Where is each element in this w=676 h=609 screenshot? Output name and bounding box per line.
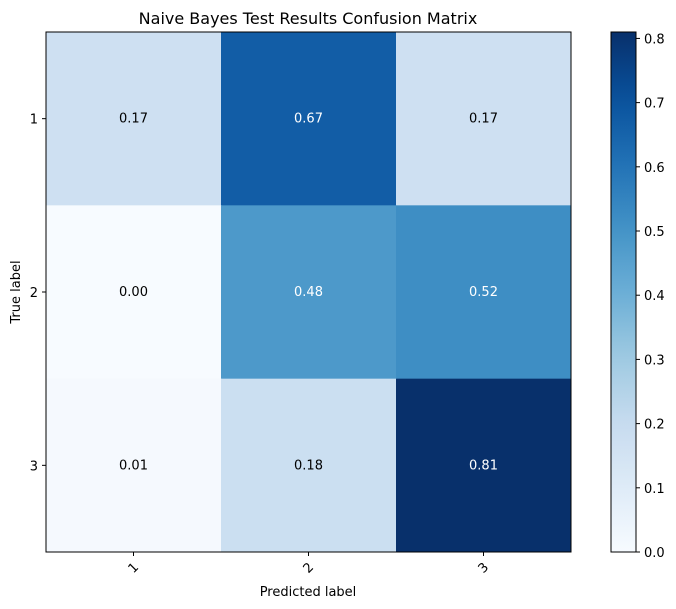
colorbar-tick-label: 0.1: [644, 482, 665, 497]
colorbar-tick-label: 0.5: [644, 225, 665, 240]
heatmap-cell: [221, 32, 397, 206]
x-tick-label: 2: [301, 560, 317, 576]
heatmap-cell: [221, 378, 397, 553]
heatmap-cell: [396, 32, 572, 206]
y-tick-label: 2: [30, 286, 38, 301]
heatmap-cells: [46, 32, 572, 553]
cell-value-label: 0.17: [119, 112, 148, 127]
cell-value-label: 0.17: [469, 112, 498, 127]
cell-value-label: 0.67: [294, 112, 323, 127]
colorbar-tick-label: 0.2: [644, 418, 665, 433]
cell-value-label: 0.48: [294, 285, 323, 300]
heatmap-cell: [46, 32, 222, 206]
heatmap-cell-labels: 0.17 0.67 0.17 0.00 0.48 0.52 0.01 0.18 0.81: [119, 112, 498, 474]
heatmap-cell: [396, 205, 572, 380]
cell-value-label: 0.52: [469, 285, 498, 300]
y-axis-label: True label: [9, 260, 24, 324]
x-axis-ticks: 1 2 3: [126, 552, 492, 577]
cell-value-label: 0.18: [294, 458, 323, 473]
y-axis-ticks: 1 2 3: [30, 113, 46, 474]
colorbar-ticks: 0.0 0.1 0.2 0.3 0.4 0.5 0.6 0.7 0.8: [636, 32, 665, 561]
y-tick-label: 1: [30, 113, 38, 128]
cell-value-label: 0.01: [119, 458, 148, 473]
colorbar: [610, 31, 637, 553]
colorbar-tick-label: 0.3: [644, 353, 665, 368]
cell-value-label: 0.81: [469, 458, 498, 473]
x-tick-label: 3: [476, 560, 492, 576]
heatmap-cell: [46, 378, 222, 553]
colorbar-tick-label: 0.7: [644, 97, 665, 112]
colorbar-tick-label: 0.0: [644, 546, 665, 561]
y-tick-label: 3: [30, 459, 38, 474]
colorbar-tick-label: 0.4: [644, 289, 665, 304]
x-axis-label: Predicted label: [260, 585, 357, 600]
colorbar-tick-label: 0.8: [644, 32, 665, 47]
colorbar-tick-label: 0.6: [644, 161, 665, 176]
heatmap-cell: [46, 205, 222, 380]
cell-value-label: 0.00: [119, 285, 148, 300]
heatmap-cell: [221, 205, 397, 380]
chart-title: Naive Bayes Test Results Confusion Matri…: [139, 9, 478, 28]
heatmap-cell: [396, 378, 572, 553]
x-tick-label: 1: [126, 560, 142, 576]
